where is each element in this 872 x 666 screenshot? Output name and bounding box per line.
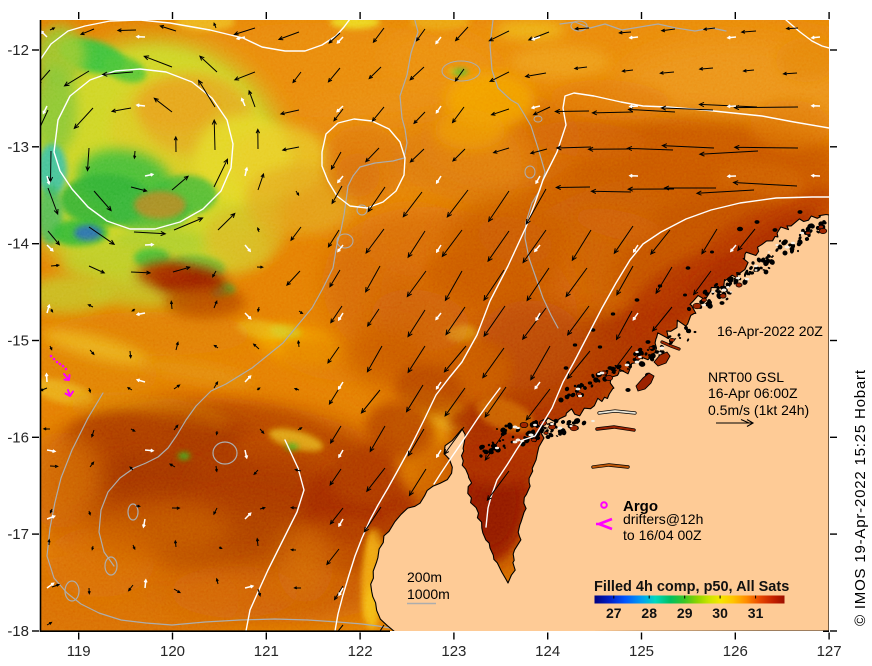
svg-text:124: 124 [535, 643, 560, 660]
svg-text:119: 119 [67, 643, 91, 660]
svg-text:123: 123 [441, 643, 466, 660]
svg-text:200m: 200m [407, 569, 442, 585]
svg-text:126: 126 [723, 643, 748, 660]
svg-text:-13: -13 [7, 139, 29, 156]
svg-text:-17: -17 [7, 526, 29, 543]
svg-text:-18: -18 [7, 623, 29, 640]
svg-text:-16: -16 [7, 429, 29, 446]
svg-text:127: 127 [817, 643, 842, 660]
svg-text:122: 122 [348, 643, 373, 660]
svg-text:121: 121 [254, 643, 279, 660]
svg-text:30: 30 [712, 605, 728, 621]
svg-text:drifters@12h: drifters@12h [623, 511, 703, 527]
svg-text:125: 125 [629, 643, 654, 660]
svg-text:Filled 4h comp, p50, All Sats: Filled 4h comp, p50, All Sats [594, 579, 789, 595]
svg-text:-14: -14 [7, 236, 29, 253]
svg-text:-15: -15 [7, 333, 29, 350]
svg-text:0.5m/s (1kt 24h): 0.5m/s (1kt 24h) [708, 402, 809, 418]
svg-text:© IMOS 19-Apr-2022 15:25 Hobar: © IMOS 19-Apr-2022 15:25 Hobart [852, 369, 869, 626]
svg-text:120: 120 [160, 643, 185, 660]
svg-text:16-Apr 06:00Z: 16-Apr 06:00Z [708, 385, 798, 401]
svg-text:29: 29 [677, 605, 693, 621]
svg-text:1000m: 1000m [407, 586, 450, 602]
svg-text:16-Apr-2022 20Z: 16-Apr-2022 20Z [717, 323, 823, 339]
svg-text:31: 31 [748, 605, 764, 621]
svg-text:Argo: Argo [623, 498, 658, 515]
svg-text:to 16/04 00Z: to 16/04 00Z [623, 527, 702, 543]
svg-text:-12: -12 [7, 42, 29, 59]
svg-text:28: 28 [641, 605, 657, 621]
svg-text:NRT00 GSL: NRT00 GSL [708, 369, 784, 385]
svg-text:27: 27 [606, 605, 622, 621]
